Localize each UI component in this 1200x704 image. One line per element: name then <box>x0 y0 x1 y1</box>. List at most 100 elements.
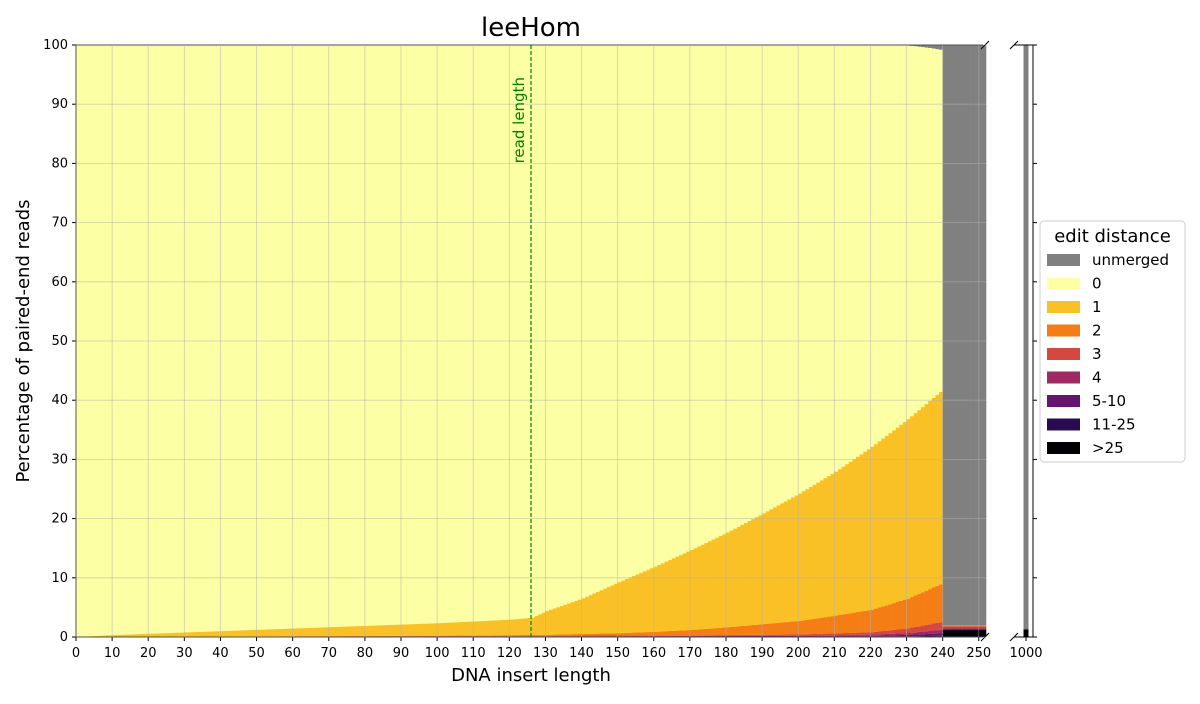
bar-segment-1-220 <box>870 447 874 610</box>
bar-segment-3-198 <box>791 635 795 636</box>
bar-segment-1-132 <box>553 609 557 635</box>
read-length-label: read length <box>510 77 528 163</box>
bar-segment-5-10-192 <box>769 636 773 637</box>
tail-segment-3-245 <box>961 626 965 627</box>
bar-segment-1-206 <box>820 480 824 617</box>
bar-segment-3-176 <box>712 635 716 636</box>
bar-segment-2-150 <box>618 633 622 635</box>
bar-segment-3-165 <box>672 635 676 636</box>
tail-segment-4-250 <box>979 628 983 629</box>
bar-segment-1-37 <box>210 632 214 637</box>
tail-segment-2-240 <box>943 625 947 626</box>
bar-segment-2-123 <box>520 635 524 636</box>
bar-segment-1-94 <box>415 624 419 636</box>
x-tick-label-210: 210 <box>822 646 847 661</box>
bar-segment-1-52 <box>264 630 268 637</box>
tail-segment-3-251 <box>982 626 986 627</box>
bar-segment-1-84 <box>379 625 383 636</box>
bar-segment-5-10-214 <box>849 636 853 637</box>
legend-label-4: 3 <box>1092 345 1102 363</box>
bar-segment-3-181 <box>730 635 734 636</box>
tail-segment-11-25-244 <box>957 630 961 631</box>
bar-segment-2-141 <box>585 634 589 636</box>
bar-segment-1-187 <box>751 519 755 625</box>
bar-segment-2-221 <box>874 609 878 632</box>
legend-label-2: 1 <box>1092 298 1102 316</box>
tail-segment-4-247 <box>968 628 972 629</box>
tail-segment-5-10-248 <box>972 629 976 630</box>
bar-segment-1-105 <box>455 622 459 635</box>
bar-segment-2-214 <box>849 613 853 633</box>
bar-segment-1-123 <box>520 619 524 635</box>
bar-segment-1-157 <box>643 571 647 632</box>
bar-segment-1-14 <box>127 635 131 637</box>
bar-segment-1-115 <box>491 621 495 636</box>
bar-segment-1-36 <box>206 632 210 637</box>
bar-segment-3-231 <box>910 628 914 633</box>
bar-segment-2-147 <box>607 633 611 635</box>
bar-segment-3-196 <box>784 635 788 636</box>
bar-segment-3-222 <box>878 631 882 634</box>
bar-segment-1-97 <box>426 624 430 636</box>
bar-segment-1-71 <box>332 627 336 636</box>
tail-segment->25-244 <box>957 630 961 637</box>
bar-segment-1-21 <box>152 634 156 637</box>
bar-segment-4-234 <box>921 632 925 635</box>
bar-segment-2-172 <box>697 629 701 635</box>
bar-segment-3-207 <box>824 634 828 636</box>
bar-segment-1-222 <box>878 441 882 607</box>
bar-segment-2-195 <box>780 622 784 634</box>
bar-segment-5-10-200 <box>798 636 802 637</box>
bar-segment-1-101 <box>441 623 445 636</box>
bar-segment-1-136 <box>567 603 571 634</box>
bar-segment-2-228 <box>899 601 903 629</box>
bar-segment-2-236 <box>928 589 932 624</box>
bar-segment-1-137 <box>571 602 575 634</box>
bar-segment-1-191 <box>766 511 770 623</box>
bar-segment-3-187 <box>751 635 755 636</box>
bar-segment-1-81 <box>369 626 373 636</box>
bar-segment-3-164 <box>668 635 672 636</box>
x-tick-label-180: 180 <box>714 646 739 661</box>
bar-segment-1-17 <box>137 634 141 637</box>
tail-segment-11-25-242 <box>950 630 954 631</box>
bar-segment-1-31 <box>188 632 192 636</box>
bar-segment-3-216 <box>856 633 860 635</box>
tail-unmerged-248 <box>972 45 976 625</box>
bar-segment-2-217 <box>860 611 864 632</box>
bar-segment-2-191 <box>766 624 770 635</box>
tail-unmerged-243 <box>954 45 958 625</box>
bar-segment-2-163 <box>665 631 669 635</box>
bar-segment-5-10-191 <box>766 636 770 637</box>
bar-segment-1-203 <box>809 487 813 619</box>
bar-segment-1-47 <box>246 630 250 636</box>
bar-segment-5-10-207 <box>824 636 828 637</box>
bar-segment-5-10-221 <box>874 636 878 637</box>
bar-segment-3-212 <box>842 633 846 635</box>
bar-segment-3-148 <box>610 635 614 636</box>
bar-segment-2-165 <box>672 631 676 635</box>
tail-segment->25-250 <box>979 630 983 637</box>
bar-segment-3-177 <box>715 635 719 636</box>
bar-segment-11-25-238 <box>935 636 939 637</box>
bar-segment-1-154 <box>632 576 636 633</box>
tail-segment-4-244 <box>957 628 961 629</box>
tail-segment-4-251 <box>982 628 986 629</box>
bar-segment-1-200 <box>798 494 802 621</box>
bar-segment-5-10-225 <box>889 635 893 636</box>
bin-1000-over25 <box>1024 629 1029 637</box>
bar-segment-3-205 <box>816 634 820 635</box>
bar-segment-5-10-223 <box>881 636 885 637</box>
bar-segment-2-158 <box>647 632 651 635</box>
bar-segment-1-134 <box>560 606 564 634</box>
tail-segment-2-241 <box>946 625 950 626</box>
bar-segment-2-200 <box>798 621 802 635</box>
bar-segment-1-121 <box>513 619 517 635</box>
bar-segment-1-156 <box>639 573 643 632</box>
bar-segment-1-144 <box>596 592 600 634</box>
bar-segment-2-122 <box>517 635 521 636</box>
bar-segment-1-133 <box>556 607 560 634</box>
bar-segment-2-143 <box>592 634 596 636</box>
bar-segment-5-10-238 <box>935 634 939 636</box>
bar-segment-3-220 <box>870 632 874 634</box>
